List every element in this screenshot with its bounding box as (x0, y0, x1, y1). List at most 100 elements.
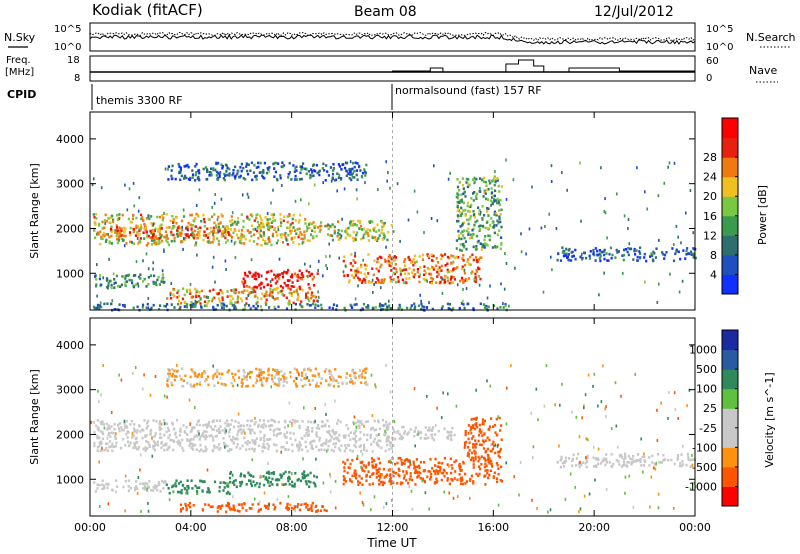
echo-cell (225, 510, 228, 514)
echo-cell (443, 474, 446, 478)
colorbar-tick-label: -1000 (685, 480, 717, 493)
echo-cell (542, 290, 545, 294)
echo-cell (205, 304, 208, 308)
echo-cell (677, 235, 679, 239)
echo-cell (267, 218, 269, 222)
echo-cell (306, 504, 309, 507)
echo-cell (643, 252, 646, 256)
echo-cell (142, 280, 145, 283)
echo-cell (170, 303, 173, 306)
echo-cell (472, 446, 475, 449)
echo-cell (315, 426, 318, 430)
echo-cell (395, 270, 398, 274)
echo-cell (689, 189, 692, 192)
echo-cell (192, 302, 195, 306)
echo-cell (376, 277, 379, 280)
echo-cell (206, 233, 209, 236)
echo-cell (602, 457, 605, 461)
echo-cell (291, 273, 294, 277)
echo-cell (337, 419, 340, 422)
colorbar-tick-label: -100 (692, 441, 717, 454)
echo-cell (578, 465, 581, 469)
echo-cell (490, 191, 494, 194)
echo-cell (139, 468, 141, 472)
echo-cell (209, 226, 212, 230)
echo-cell (306, 226, 309, 230)
echo-cell (116, 241, 119, 245)
echo-cell (172, 490, 175, 494)
echo-cell (209, 505, 212, 509)
echo-cell (248, 291, 251, 295)
echo-cell (593, 372, 596, 376)
echo-cell (355, 269, 358, 273)
echo-cell (288, 477, 291, 480)
echo-cell (270, 269, 273, 273)
echo-cell (363, 227, 366, 231)
echo-cell (213, 480, 217, 484)
echo-cell (236, 220, 239, 224)
echo-cell (162, 281, 165, 284)
echo-cell (273, 273, 276, 277)
echo-cell (492, 176, 495, 180)
echo-cell (439, 280, 442, 284)
echo-cell (364, 267, 367, 271)
echo-cell (219, 425, 222, 428)
echo-cell (446, 276, 449, 280)
echo-cell (113, 286, 116, 289)
echo-cell (107, 431, 111, 435)
echo-cell (218, 173, 221, 176)
echo-cell (478, 443, 482, 446)
echo-cell (294, 166, 296, 170)
echo-cell (217, 292, 220, 296)
echo-cell (394, 256, 397, 259)
echo-cell (465, 247, 468, 251)
echo-cell (318, 436, 321, 440)
echo-cell (301, 437, 304, 440)
echo-cell (254, 271, 257, 275)
echo-cell (276, 371, 279, 374)
echo-cell (633, 247, 636, 251)
echo-cell (239, 484, 242, 488)
echo-cell (469, 430, 471, 434)
echo-cell (449, 171, 451, 175)
echo-cell (110, 411, 113, 414)
echo-cell (354, 297, 357, 301)
echo-cell (241, 444, 244, 448)
echo-cell (195, 300, 198, 304)
echo-cell (177, 289, 180, 292)
echo-cell (255, 437, 258, 440)
echo-cell (377, 457, 380, 461)
echo-cell (108, 241, 111, 245)
echo-cell (175, 370, 179, 373)
echo-cell (323, 169, 326, 172)
echo-cell (225, 429, 227, 433)
echo-cell (343, 187, 346, 191)
echo-cell (296, 505, 299, 509)
echo-cell (344, 462, 347, 465)
echo-cell (407, 431, 410, 434)
echo-cell (378, 461, 382, 465)
echo-cell (658, 461, 661, 464)
echo-cell (471, 253, 474, 257)
echo-cell (384, 431, 387, 435)
echo-cell (278, 478, 281, 482)
echo-cell (220, 303, 223, 307)
echo-cell (181, 446, 184, 450)
echo-cell (485, 184, 488, 187)
echo-cell (380, 263, 383, 267)
echo-cell (339, 420, 342, 424)
echo-cell (204, 423, 207, 427)
echo-cell (152, 489, 155, 492)
echo-cell (612, 462, 615, 466)
y-tick-label: 4000 (56, 339, 84, 352)
echo-cell (185, 491, 187, 495)
echo-cell (300, 165, 304, 168)
echo-cell (150, 306, 153, 310)
echo-cell (555, 227, 558, 230)
echo-cell (363, 168, 366, 171)
echo-cell (226, 228, 229, 231)
echo-cell (286, 243, 289, 246)
echo-cell (127, 431, 130, 434)
echo-cell (655, 461, 658, 465)
echo-cell (266, 223, 269, 227)
